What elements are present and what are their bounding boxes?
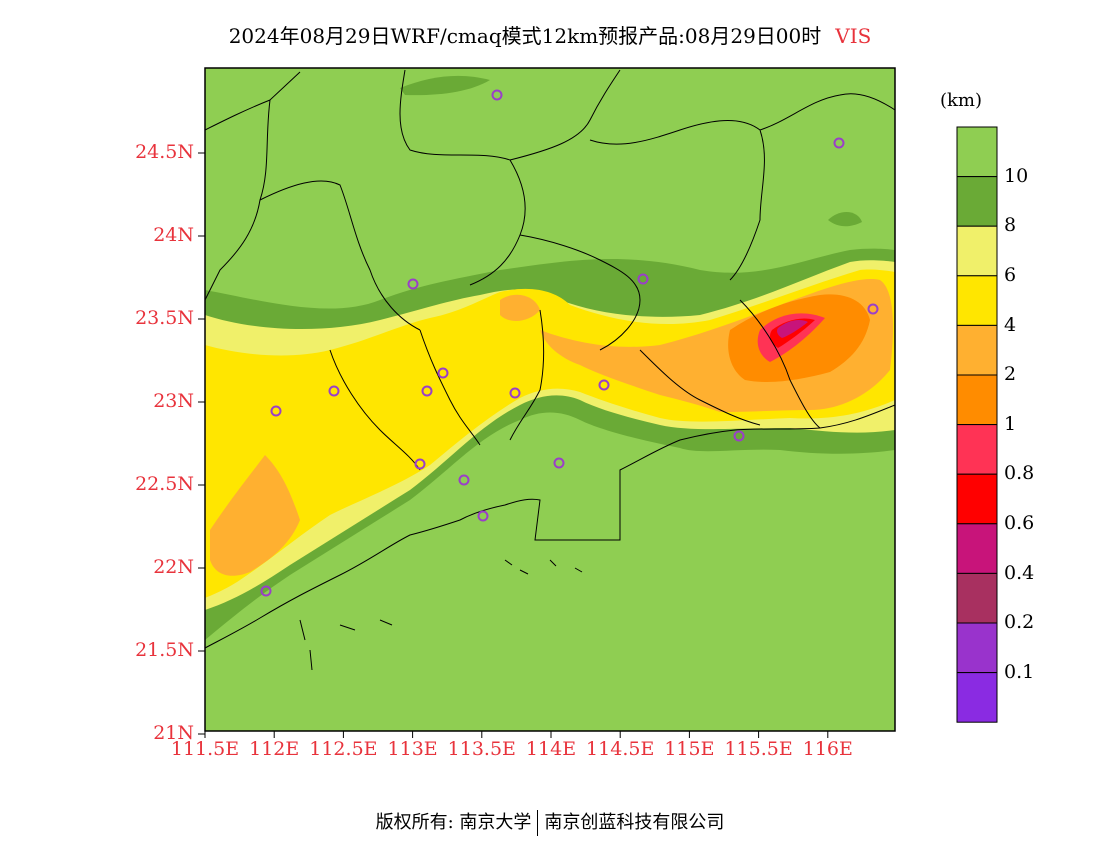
colorbar-swatch xyxy=(956,424,998,475)
county-lines-4 xyxy=(509,69,621,161)
latitude-label: 21N xyxy=(153,722,194,744)
colorbar-label: 0.8 xyxy=(1004,462,1035,485)
station-circle-icon xyxy=(458,474,470,486)
latitude-label: 23.5N xyxy=(135,307,194,329)
station-circle-icon xyxy=(867,303,879,315)
colorbar-unit: (km) xyxy=(940,90,983,111)
station-circle-icon xyxy=(491,89,503,101)
station-circle-icon xyxy=(270,405,282,417)
latitude-label: 24.5N xyxy=(135,141,194,163)
map-frame xyxy=(204,67,896,732)
station-circle-icon xyxy=(598,379,610,391)
longitude-label: 114E xyxy=(525,738,577,760)
colorbar-label: 4 xyxy=(1004,313,1017,336)
colorbar-swatch xyxy=(956,572,998,624)
chart-title: 2024年08月29日WRF/cmaq模式12km预报产品:08月29日00时 V… xyxy=(0,20,1100,49)
longitude-label: 115E xyxy=(664,738,715,760)
station-circle-icon xyxy=(407,278,419,290)
latitude-label: 24N xyxy=(153,224,194,246)
station-circle-icon xyxy=(833,137,845,149)
county-lines-7 xyxy=(519,234,641,351)
longitude-label: 111.5E xyxy=(170,738,240,760)
axis-ticks xyxy=(198,152,829,738)
colorbar-label: 2 xyxy=(1004,363,1017,386)
colorbar-swatch xyxy=(956,622,998,674)
county-lines-5 xyxy=(589,120,765,281)
visibility-field xyxy=(205,68,895,731)
station-circle-icon xyxy=(553,457,565,469)
longitude-label: 116E xyxy=(802,738,853,760)
station-circle-icon xyxy=(637,273,649,285)
colorbar-label: 0.6 xyxy=(1004,512,1035,534)
colorbar-swatch xyxy=(956,523,998,574)
colorbar xyxy=(956,126,998,723)
colorbar-label: 6 xyxy=(1004,264,1017,286)
colorbar-label: 10 xyxy=(1004,164,1029,187)
colorbar-swatch xyxy=(956,126,998,178)
latitude-label: 22.5N xyxy=(135,473,194,495)
station-circle-icon xyxy=(260,585,272,597)
station-circle-icon xyxy=(733,430,745,442)
longitude-label: 112E xyxy=(249,738,300,760)
latitude-label: 22N xyxy=(153,556,194,578)
colorbar-swatch xyxy=(956,176,998,227)
band-2km-west xyxy=(210,455,300,576)
longitude-label: 112.5E xyxy=(309,738,378,760)
station-circle-icon xyxy=(437,367,449,379)
band-2km-north xyxy=(500,294,540,322)
latitude-label: 23N xyxy=(153,390,194,412)
band-8km-ne xyxy=(828,211,862,227)
station-circle-icon xyxy=(421,385,433,397)
footer-separator xyxy=(537,810,539,836)
footer: 版权所有: 南京大学 南京创蓝科技有限公司 xyxy=(0,808,1100,836)
title-main: 2024年08月29日WRF/cmaq模式12km预报产品:08月29日00时 xyxy=(228,24,822,48)
station-circle-icon xyxy=(477,510,489,522)
footer-copyright: 版权所有: 南京大学 xyxy=(375,812,532,833)
title-variable: VIS xyxy=(835,24,872,48)
coastline xyxy=(204,404,896,649)
colorbar-label: 8 xyxy=(1004,214,1017,237)
colorbar-swatch xyxy=(956,324,998,376)
station-circle-icon xyxy=(509,387,521,399)
province-boundaries xyxy=(204,69,896,671)
colorbar-swatch xyxy=(956,672,998,723)
islands xyxy=(299,559,583,671)
longitude-label: 115.5E xyxy=(724,738,793,760)
colorbar-label: 1 xyxy=(1004,412,1017,435)
colorbar-label: 0.4 xyxy=(1004,561,1035,584)
longitude-label: 113E xyxy=(387,738,438,760)
colorbar-swatch xyxy=(956,374,998,426)
colorbar-label: 0.1 xyxy=(1004,660,1035,683)
footer-company: 南京创蓝科技有限公司 xyxy=(544,812,725,833)
band-8km-north xyxy=(400,75,490,96)
colorbar-swatch xyxy=(956,473,998,525)
county-lines-9 xyxy=(509,309,761,441)
station-circle-icon xyxy=(328,385,340,397)
station-markers xyxy=(260,89,879,597)
county-lines-3 xyxy=(399,69,526,286)
colorbar-label: 0.2 xyxy=(1004,611,1035,634)
colorbar-swatch xyxy=(956,275,998,326)
station-circle-icon xyxy=(414,458,426,470)
county-lines-10 xyxy=(739,299,821,429)
longitude-label: 113.5E xyxy=(447,738,516,760)
county-lines-6 xyxy=(759,93,896,131)
county-lines-2 xyxy=(259,180,421,331)
latitude-label: 21.5N xyxy=(135,639,194,661)
band-0-4km xyxy=(777,320,808,338)
longitude-label: 114.5E xyxy=(586,738,655,760)
county-lines-8 xyxy=(329,329,481,471)
colorbar-swatch xyxy=(956,225,998,277)
